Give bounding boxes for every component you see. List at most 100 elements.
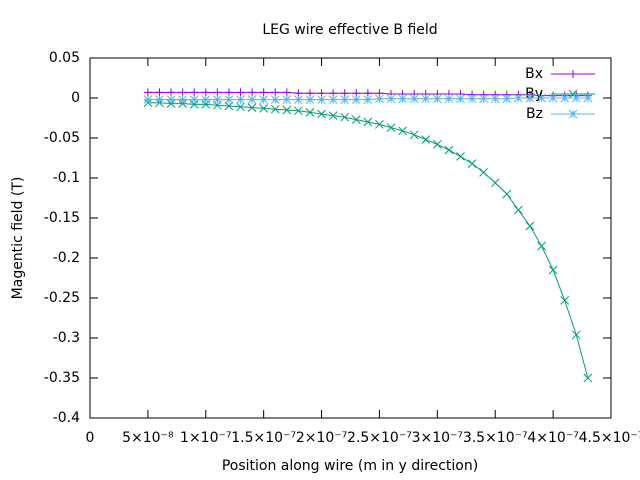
point-marker <box>282 95 292 104</box>
point-marker <box>340 95 350 104</box>
point-marker <box>247 95 257 104</box>
point-marker <box>328 111 338 120</box>
point-marker <box>444 145 454 155</box>
y-tick-label: -0.05 <box>44 130 80 146</box>
point-marker <box>479 94 488 104</box>
x-tick-label: 0 <box>86 430 95 446</box>
point-marker <box>178 95 187 104</box>
point-marker <box>282 105 292 115</box>
point-marker <box>537 93 546 103</box>
plot-frame <box>89 57 612 419</box>
y-tick-label: -0.4 <box>53 410 80 426</box>
point-marker <box>317 109 326 119</box>
point-marker <box>178 88 187 97</box>
point-marker <box>236 102 245 112</box>
point-marker <box>479 168 488 177</box>
point-marker <box>398 126 407 136</box>
x-axis-label: Position along wire (m in y direction) <box>222 458 478 474</box>
legend-label: Bx <box>525 66 543 82</box>
x-tick-label: 1×10⁻⁷ <box>180 430 231 446</box>
x-tick-label: 3.5×10⁻⁷ <box>463 430 528 446</box>
point-marker <box>456 94 465 104</box>
point-marker <box>213 95 222 104</box>
point-marker <box>351 115 361 124</box>
point-marker <box>224 101 234 111</box>
point-marker <box>224 95 234 104</box>
point-marker <box>340 112 350 122</box>
point-marker <box>189 95 199 104</box>
point-marker <box>456 152 465 161</box>
point-marker <box>398 94 407 104</box>
x-tick-label: 1.5×10⁻⁷ <box>231 430 296 446</box>
point-marker <box>143 88 152 97</box>
point-marker <box>270 95 280 104</box>
legend-label: Bz <box>526 106 543 122</box>
point-marker <box>502 94 512 104</box>
legend-marker <box>568 109 578 119</box>
point-marker <box>190 88 199 97</box>
point-marker <box>259 104 269 113</box>
point-marker <box>167 88 176 97</box>
point-marker <box>294 106 303 116</box>
point-marker <box>548 265 558 275</box>
point-marker <box>143 95 153 104</box>
point-marker <box>271 88 280 97</box>
point-marker <box>409 94 419 104</box>
point-marker <box>432 94 442 104</box>
point-marker <box>317 95 326 104</box>
point-marker <box>294 95 303 104</box>
legend-marker <box>569 70 577 78</box>
point-marker <box>514 205 523 215</box>
x-tick-label: 4×10⁻⁷ <box>527 430 578 446</box>
point-marker <box>305 95 315 104</box>
point-marker <box>247 103 257 112</box>
point-marker <box>537 241 546 251</box>
point-marker <box>201 88 210 97</box>
point-marker <box>259 88 268 97</box>
series-line <box>147 102 589 379</box>
point-marker <box>305 108 315 117</box>
y-tick-label: -0.2 <box>53 250 80 266</box>
point-marker <box>467 94 477 104</box>
y-tick-label: -0.15 <box>44 210 80 226</box>
point-marker <box>490 178 500 188</box>
point-marker <box>363 117 373 127</box>
point-marker <box>502 189 512 199</box>
point-marker <box>432 140 442 149</box>
point-marker <box>421 135 431 144</box>
point-marker <box>548 93 558 103</box>
x-tick-label: 5×10⁻⁸ <box>122 430 174 446</box>
point-marker <box>375 94 384 104</box>
point-marker <box>560 296 570 305</box>
point-marker <box>328 95 338 104</box>
x-tick-label: 3×10⁻⁷ <box>412 430 463 446</box>
point-marker <box>224 88 233 97</box>
point-marker <box>409 130 419 140</box>
point-marker <box>259 95 269 104</box>
point-marker <box>490 94 500 104</box>
point-marker <box>248 88 257 97</box>
point-marker <box>155 88 164 97</box>
point-marker <box>386 123 396 132</box>
point-marker <box>386 94 396 104</box>
point-marker <box>201 95 211 104</box>
point-marker <box>571 93 581 103</box>
point-marker <box>351 95 361 104</box>
point-marker <box>270 104 280 114</box>
point-marker <box>166 95 176 104</box>
point-marker <box>444 94 454 104</box>
point-marker <box>514 93 523 103</box>
y-tick-label: 0.05 <box>49 50 80 66</box>
y-tick-label: -0.35 <box>44 370 80 386</box>
y-axis-label: Magentic field (T) <box>10 177 26 300</box>
legend-marker <box>568 89 578 99</box>
point-marker <box>282 88 291 97</box>
chart-title: LEG wire effective B field <box>262 22 437 38</box>
point-marker <box>236 95 245 104</box>
y-tick-label: -0.25 <box>44 290 80 306</box>
point-marker <box>155 95 164 104</box>
point-marker <box>583 373 593 383</box>
point-marker <box>583 93 593 103</box>
